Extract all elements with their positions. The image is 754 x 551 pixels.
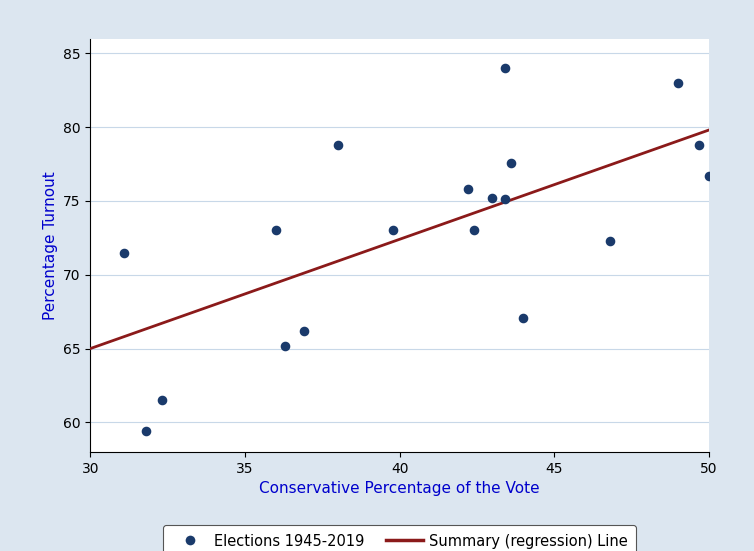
Point [604, 236, 616, 245]
Legend: Elections 1945-2019, Summary (regression) Line: Elections 1945-2019, Summary (regression… [163, 525, 636, 551]
Point [298, 326, 310, 335]
Point [279, 341, 291, 350]
Point [461, 185, 474, 193]
Point [140, 426, 152, 435]
Point [155, 396, 167, 404]
Point [672, 78, 684, 87]
X-axis label: Conservative Percentage of the Vote: Conservative Percentage of the Vote [259, 481, 540, 496]
Point [332, 141, 344, 149]
Point [270, 226, 282, 235]
Point [388, 226, 400, 235]
Point [467, 226, 480, 235]
Point [498, 195, 510, 204]
Point [517, 313, 529, 322]
Point [118, 248, 130, 257]
Point [505, 158, 517, 167]
Point [703, 171, 715, 180]
Point [498, 64, 510, 73]
Point [694, 141, 706, 149]
Y-axis label: Percentage Turnout: Percentage Turnout [42, 171, 57, 320]
Point [486, 193, 498, 202]
